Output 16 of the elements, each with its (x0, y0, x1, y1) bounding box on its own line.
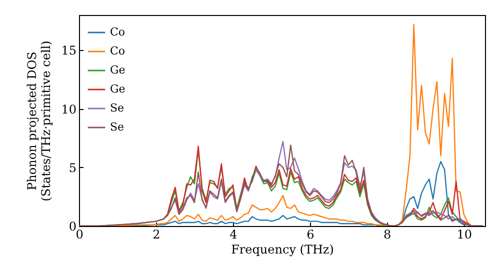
y-tick-label: 10 (61, 102, 76, 116)
x-tick-label: 8 (384, 228, 392, 242)
legend-label: Co (110, 26, 126, 38)
x-tick-label: 6 (306, 228, 314, 242)
y-tick-label: 5 (68, 160, 76, 175)
x-tick-label: 4 (230, 228, 238, 242)
legend-label: Se (110, 120, 124, 134)
legend-label: Ge (110, 82, 126, 96)
legend-label: Se (110, 102, 124, 114)
x-tick-label: 2 (152, 228, 160, 242)
legend-label: Ge (110, 64, 126, 76)
legend-label: Co (110, 44, 126, 58)
y-tick-label: 15 (61, 44, 76, 58)
x-tick-label: 10 (456, 228, 472, 242)
y-axis-title: Phonon projected DOS (States/THz·primitive cell) (25, 40, 54, 202)
x-axis-title: Frequency (THz) (231, 242, 334, 256)
